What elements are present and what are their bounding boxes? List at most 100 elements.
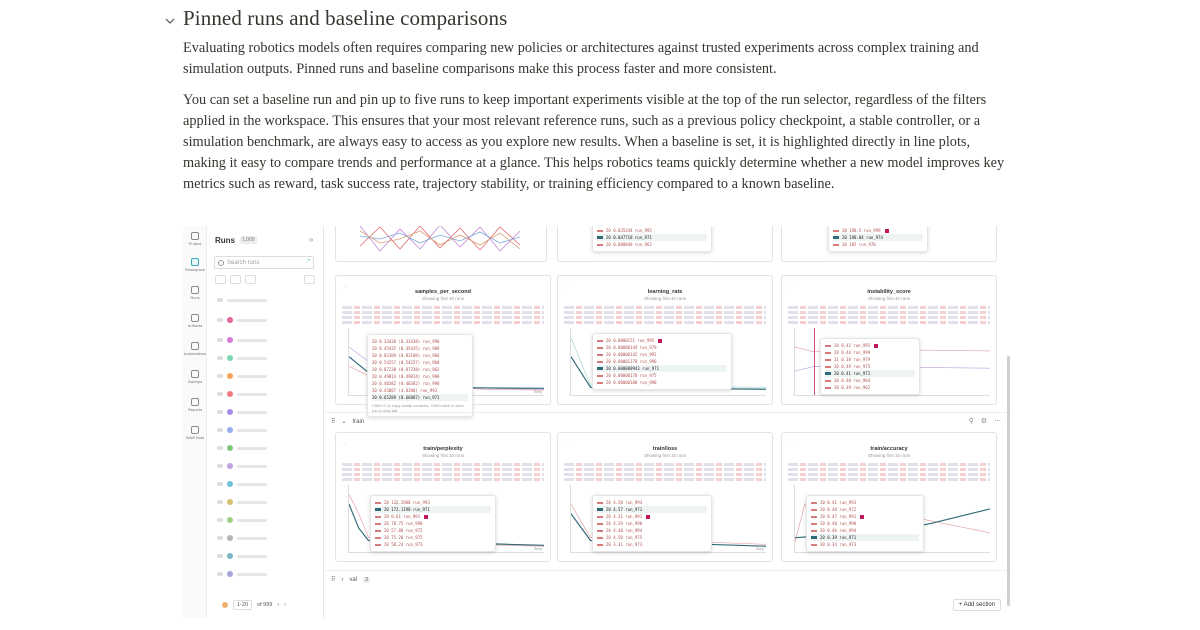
panel-subtitle: Showing first 10 runs	[643, 453, 687, 458]
settings-icon[interactable]: ⚙	[980, 418, 987, 425]
nav-sweeps[interactable]: Sweeps	[183, 370, 207, 384]
add-section-button[interactable]: + Add section	[952, 599, 1001, 611]
run-name	[237, 428, 267, 432]
panel-menu-icon[interactable]: ⋰	[342, 285, 347, 291]
tooltip-row: 20 190.5 run_999	[833, 227, 923, 234]
run-row[interactable]	[217, 442, 267, 454]
eye-icon[interactable]	[217, 338, 223, 342]
panel-learning-rate[interactable]: ⋰ learning_rate Showing first 40 runs 20…	[557, 275, 773, 405]
collapse-panel-icon[interactable]: »	[309, 235, 314, 244]
eye-icon[interactable]	[217, 572, 223, 576]
panel-instability-score[interactable]: ⋰ instability_score Showing first 40 run…	[781, 275, 997, 405]
panel-train-accuracy[interactable]: ⋰ train/accuracy Showing first 10 runs 2…	[781, 432, 997, 562]
series-swatch	[597, 536, 603, 539]
sort-icon[interactable]	[245, 275, 256, 284]
eye-icon[interactable]	[217, 446, 223, 450]
tooltip-row: 20 0.83109 (0.83109) run_984	[372, 353, 440, 358]
eye-icon[interactable]	[217, 482, 223, 486]
nav-artifacts[interactable]: Artifacts	[183, 314, 207, 328]
chevron-down-icon[interactable]: ⌄	[341, 419, 347, 425]
eye-icon[interactable]	[217, 536, 223, 540]
eye-icon[interactable]	[217, 298, 223, 302]
nav-automations[interactable]: Automations	[183, 342, 207, 356]
pin-icon	[658, 338, 663, 343]
panel-menu-icon[interactable]: ⋰	[564, 285, 569, 291]
panel-train-loss[interactable]: ⋰ train/loss Showing first 10 runs 20 4.…	[557, 432, 773, 562]
eye-icon[interactable]	[217, 318, 223, 322]
chart-panel-cropped[interactable]	[335, 226, 547, 262]
columns-icon[interactable]	[304, 275, 315, 284]
panel-menu-icon[interactable]: ⋰	[788, 285, 793, 291]
tooltip-row-baseline: 20 4.57 run_971	[597, 506, 707, 513]
next-page-icon[interactable]: ›	[284, 602, 286, 608]
run-row[interactable]	[217, 370, 267, 382]
chart-panel-cropped[interactable]: 20 190.5 run_999 20 190.04 run_974 20 18…	[781, 226, 997, 262]
run-row[interactable]	[217, 424, 267, 436]
chart-legend	[564, 461, 766, 483]
run-row[interactable]	[217, 478, 267, 490]
section-title: val	[349, 576, 358, 583]
series-swatch	[597, 339, 603, 342]
chart-panel-cropped[interactable]: 20 0.835244 run_995 20 0.047718 run_971 …	[557, 226, 773, 262]
eye-icon[interactable]	[217, 374, 223, 378]
run-row[interactable]	[217, 460, 267, 472]
nav-workspace[interactable]: Workspace	[183, 258, 207, 272]
eye-icon[interactable]	[217, 392, 223, 396]
nav-bots[interactable]: W&B Bots	[183, 426, 207, 440]
nav-project[interactable]: Project	[183, 232, 207, 246]
series-swatch	[825, 351, 831, 354]
eye-icon[interactable]	[217, 428, 223, 432]
run-row[interactable]	[217, 496, 267, 508]
tooltip-row: 20 0.47 run_991	[811, 513, 919, 520]
pin-section-icon[interactable]: ⚲	[968, 418, 974, 425]
section-actions: ⚲ ⚙ ⋯	[969, 417, 1001, 425]
nav-reports[interactable]: Reports	[183, 398, 207, 412]
group-icon[interactable]	[230, 275, 241, 284]
panel-menu-icon[interactable]: ⋰	[788, 442, 793, 448]
series-swatch	[375, 515, 381, 518]
filter-icon[interactable]	[215, 275, 226, 284]
panel-menu-icon[interactable]: ⋰	[564, 442, 569, 448]
eye-icon[interactable]	[217, 500, 223, 504]
page-size-select[interactable]: 1-20	[233, 600, 253, 610]
nav-runs[interactable]: Runs	[183, 286, 207, 300]
run-row-pinned[interactable]	[217, 314, 267, 326]
tooltip: 20 0.42 run_995 20 0.44 run_999 11 0.38 …	[820, 338, 920, 395]
panel-title: learning_rate	[647, 289, 683, 295]
eye-icon[interactable]	[217, 518, 223, 522]
series-swatch	[375, 508, 381, 511]
run-color-dot	[227, 535, 233, 541]
chevron-down-icon[interactable]	[163, 14, 177, 28]
run-row-group[interactable]	[217, 294, 267, 306]
chevron-right-icon[interactable]: ›	[341, 576, 344, 583]
heading-toggle[interactable]: Pinned runs and baseline comparisons	[163, 6, 507, 31]
drag-handle-icon[interactable]: ⠿	[331, 419, 336, 425]
section-header-train[interactable]: ⠿ ⌄ train ⚲ ⚙ ⋯	[325, 412, 1011, 430]
eye-icon[interactable]	[217, 464, 223, 468]
chart-legend	[342, 461, 544, 483]
run-row[interactable]	[217, 550, 267, 562]
search-runs-input[interactable]: Search runs .*	[214, 256, 314, 269]
run-row[interactable]	[217, 568, 267, 580]
section-header-val[interactable]: ⠿ › val 3	[325, 570, 1011, 588]
panel-title: samples_per_second	[415, 289, 471, 295]
eye-icon[interactable]	[217, 356, 223, 360]
regex-toggle[interactable]: .*	[305, 259, 310, 265]
prev-page-icon[interactable]: ‹	[277, 602, 280, 608]
series-swatch	[597, 353, 603, 356]
scrollbar[interactable]	[1007, 356, 1010, 606]
drag-handle-icon[interactable]: ⠿	[331, 577, 336, 583]
panel-train-perplexity[interactable]: ⋰ train/perplexity Showing first 10 runs…	[335, 432, 551, 562]
run-row[interactable]	[217, 514, 267, 526]
panel-menu-icon[interactable]: ⋰	[342, 442, 347, 448]
run-row[interactable]	[217, 352, 267, 364]
tooltip-row: 11 0.38 run_979	[825, 356, 915, 363]
eye-icon[interactable]	[217, 554, 223, 558]
run-row[interactable]	[217, 334, 267, 346]
series-swatch	[597, 543, 603, 546]
run-row[interactable]	[217, 388, 267, 400]
more-icon[interactable]: ⋯	[994, 418, 1001, 425]
run-row[interactable]	[217, 406, 267, 418]
run-row[interactable]	[217, 532, 267, 544]
eye-icon[interactable]	[217, 410, 223, 414]
